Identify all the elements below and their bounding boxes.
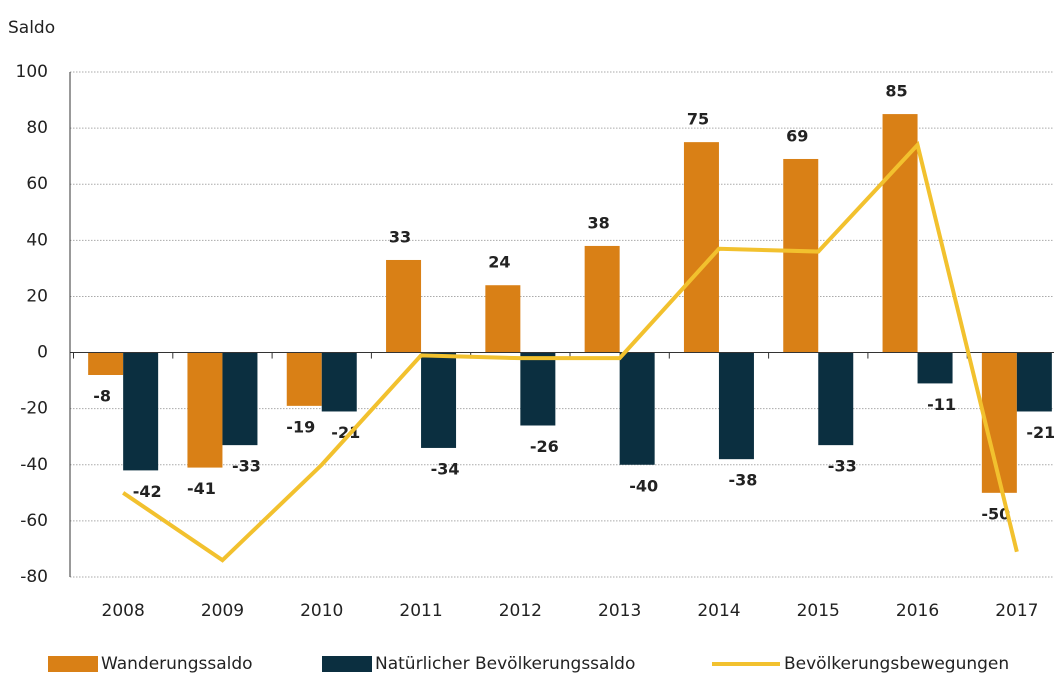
x-tick-label: 2017 — [995, 601, 1038, 621]
legend-label: Natürlicher Bevölkerungssaldo — [375, 654, 635, 674]
bar — [386, 259, 422, 353]
bar — [88, 352, 124, 375]
data-label: -26 — [530, 437, 559, 456]
data-label: -8 — [93, 387, 111, 406]
y-tick-label: -40 — [20, 455, 48, 475]
data-label: -34 — [431, 459, 460, 478]
bar — [187, 352, 223, 468]
bar — [321, 352, 357, 412]
data-label: -11 — [927, 395, 956, 414]
y-tick-label: -80 — [20, 567, 48, 587]
y-tick-label: 0 — [37, 343, 48, 363]
x-tick-label: 2010 — [300, 601, 343, 621]
data-label: -50 — [981, 504, 1010, 523]
bar — [981, 352, 1017, 493]
bar — [619, 352, 655, 465]
y-tick-label: -20 — [20, 399, 48, 419]
data-label: 33 — [389, 227, 411, 246]
x-tick-label: 2008 — [102, 601, 145, 621]
data-label: 24 — [488, 253, 510, 272]
bar — [286, 352, 322, 406]
data-label: -40 — [629, 476, 658, 495]
data-label: -41 — [187, 479, 216, 498]
y-tick-label: 20 — [26, 286, 48, 306]
bar — [222, 352, 258, 446]
bar — [1016, 352, 1052, 412]
y-tick-label: 80 — [26, 118, 48, 138]
x-tick-label: 2014 — [697, 601, 740, 621]
bar — [584, 245, 620, 353]
x-tick-label: 2015 — [797, 601, 840, 621]
data-label: -19 — [286, 417, 315, 436]
data-label: -33 — [232, 457, 261, 476]
legend-swatch — [322, 656, 372, 672]
bar — [718, 352, 754, 460]
x-tick-label: 2013 — [598, 601, 641, 621]
bar — [683, 142, 719, 353]
data-label: -21 — [1026, 423, 1054, 442]
legend-label: Bevölkerungsbewegungen — [784, 654, 1009, 674]
bar — [818, 352, 854, 446]
data-label: 69 — [786, 126, 808, 145]
bar — [485, 285, 521, 353]
x-tick-label: 2016 — [896, 601, 939, 621]
data-label: 75 — [687, 110, 709, 129]
bar — [421, 352, 457, 448]
x-tick-label: 2012 — [499, 601, 542, 621]
legend-swatch — [48, 656, 98, 672]
y-tick-label: 60 — [26, 174, 48, 194]
data-label: -42 — [133, 482, 162, 501]
y-tick-label: -60 — [20, 511, 48, 531]
bar — [917, 352, 953, 384]
bar — [520, 352, 556, 426]
y-tick-label: 40 — [26, 230, 48, 250]
data-label: 38 — [588, 213, 610, 232]
data-label: -38 — [728, 471, 757, 490]
bar — [783, 158, 819, 353]
line — [122, 140, 1019, 563]
bar — [123, 352, 159, 471]
x-tick-label: 2009 — [201, 601, 244, 621]
y-axis-title: Saldo — [8, 18, 55, 38]
data-label: 85 — [885, 82, 907, 101]
data-label: -33 — [828, 457, 857, 476]
y-tick-label: 100 — [16, 62, 48, 82]
legend-label: Wanderungssaldo — [101, 654, 253, 674]
x-tick-label: 2011 — [399, 601, 442, 621]
